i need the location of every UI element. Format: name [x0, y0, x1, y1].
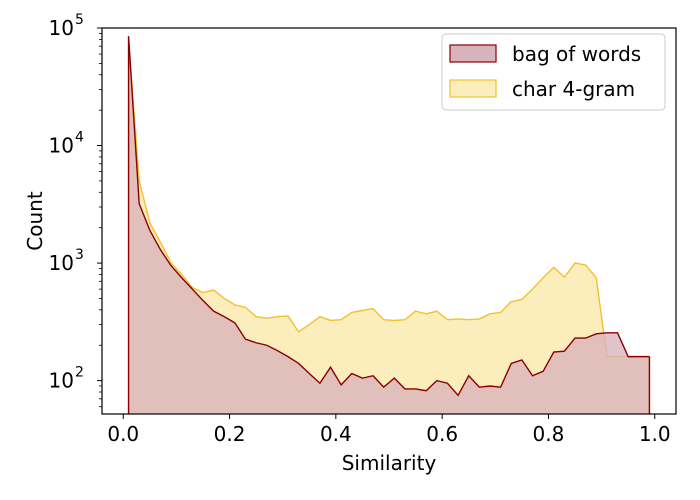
y-tick-exponent: 4: [75, 130, 84, 146]
x-tick-label: 1.0: [639, 422, 671, 446]
y-tick-exponent: 2: [75, 365, 84, 381]
area-bag-of-words: [128, 36, 650, 415]
legend-box: [441, 33, 666, 111]
x-tick-label: 0.4: [320, 422, 352, 446]
area-char-4-gram: [128, 39, 650, 414]
y-tick-label: 10: [49, 251, 74, 275]
line-bag-of-words: [127, 36, 650, 397]
x-axis-label: Similarity: [342, 451, 437, 475]
y-tick-label: 10: [49, 369, 74, 393]
y-tick-label: 10: [49, 16, 74, 40]
y-tick-label: 10: [49, 134, 74, 158]
x-tick-label: 0.6: [426, 422, 458, 446]
legend-swatch-char-4-gram: [449, 79, 497, 98]
legend-swatch-bag-of-words: [449, 44, 497, 63]
x-tick-label: 0.2: [214, 422, 246, 446]
y-axis-label: Count: [23, 191, 47, 251]
axes-frame: [101, 27, 677, 415]
y-tick-exponent: 3: [75, 247, 84, 263]
legend-label-bag-of-words: bag of words: [512, 42, 641, 66]
legend-label-char-4-gram: char 4-gram: [512, 77, 635, 101]
series-layer: [127, 36, 651, 415]
y-tick-exponent: 5: [75, 12, 84, 28]
x-tick-label: 0.8: [533, 422, 565, 446]
legend: bag of words char 4-gram: [441, 33, 666, 111]
line-char-4-gram: [127, 39, 650, 358]
x-tick-label: 0.0: [107, 422, 139, 446]
